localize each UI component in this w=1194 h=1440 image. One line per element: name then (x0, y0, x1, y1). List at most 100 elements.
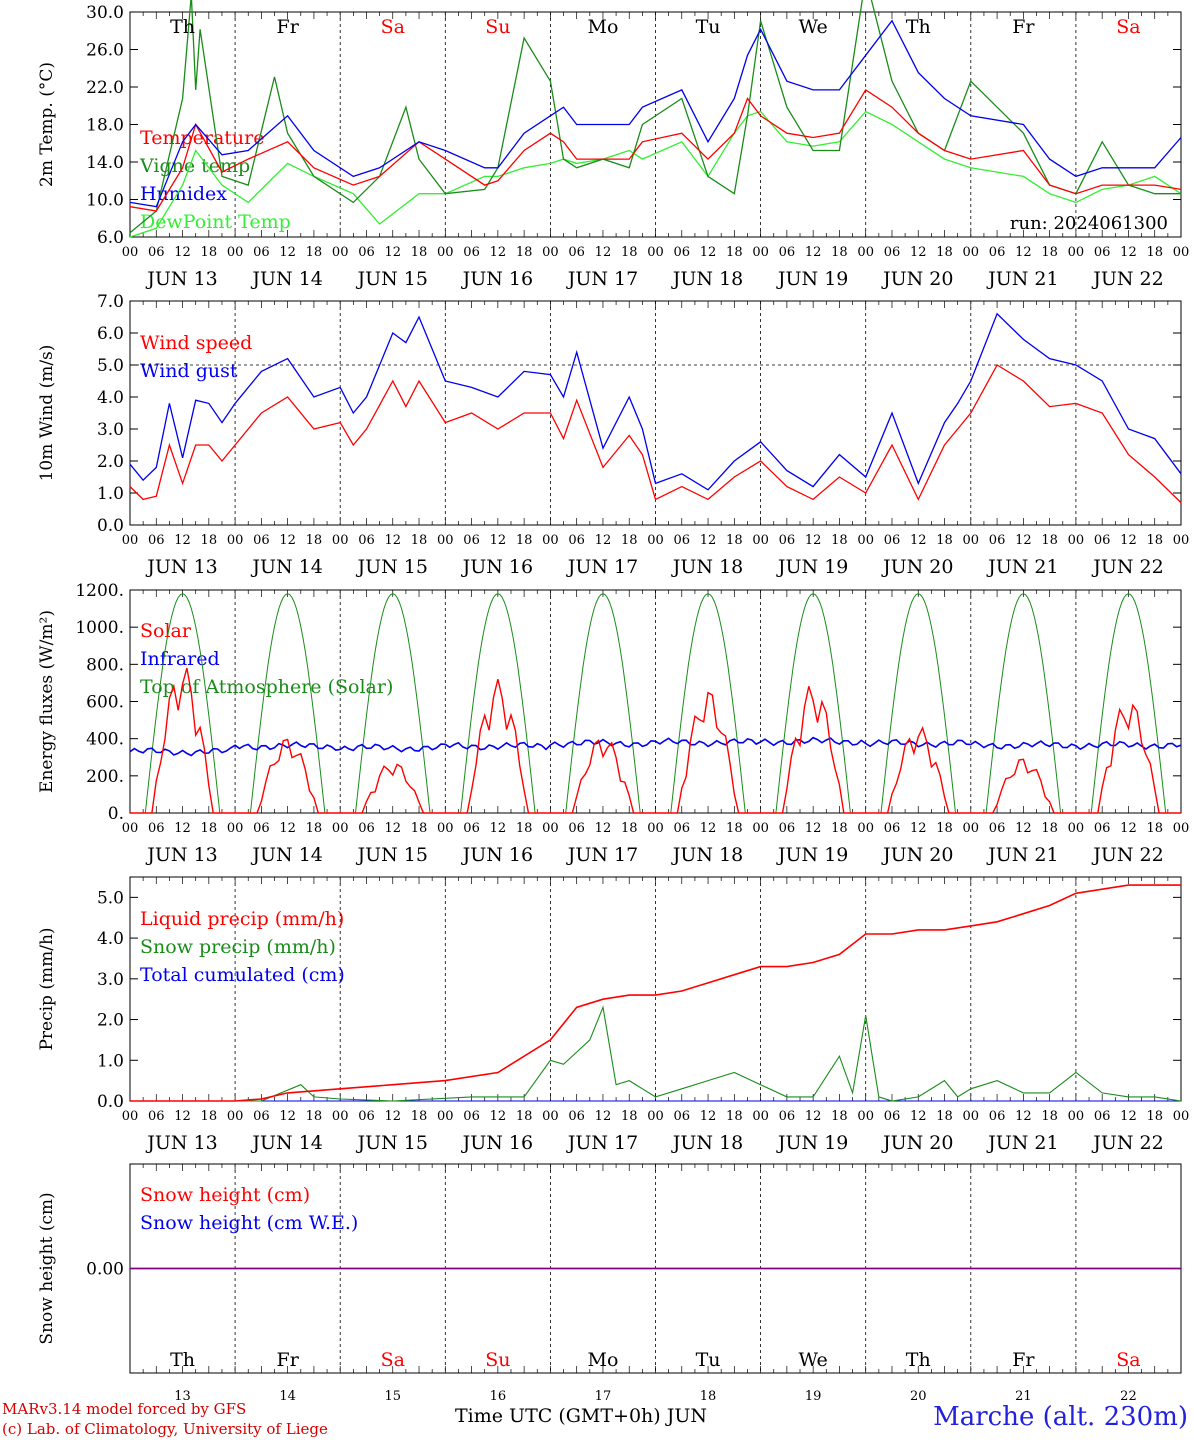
hour-label: 00 (857, 245, 874, 260)
hour-label: 00 (857, 1109, 874, 1124)
hour-label: 06 (989, 245, 1006, 260)
day-number: 16 (490, 1389, 507, 1404)
date-label: JUN 15 (356, 556, 428, 578)
y-axis-label: Precip (mm/h) (37, 927, 57, 1050)
hour-label: 00 (1068, 821, 1085, 836)
day-name: Tu (696, 16, 721, 38)
day-number: 18 (700, 1389, 717, 1404)
hour-label: 18 (936, 245, 953, 260)
hour-label: 06 (779, 245, 796, 260)
hour-label: 18 (1146, 1109, 1163, 1124)
series-line (129, 110, 1182, 238)
hour-label: 12 (700, 1109, 717, 1124)
hour-label: 18 (831, 1109, 848, 1124)
hour-label: 06 (148, 533, 165, 548)
day-name: Fr (277, 1349, 300, 1371)
hour-label: 18 (726, 245, 743, 260)
hour-label: 12 (1120, 245, 1137, 260)
hour-label: 12 (490, 245, 507, 260)
hour-label: 12 (805, 533, 822, 548)
hour-label: 00 (122, 245, 139, 260)
hour-label: 00 (963, 821, 980, 836)
y-tick-label: 4.0 (97, 388, 124, 408)
hour-label: 00 (122, 821, 139, 836)
legend-entry: Humidex (140, 183, 227, 205)
hour-label: 06 (674, 533, 691, 548)
hour-label: 12 (490, 533, 507, 548)
legend-entry: Snow height (cm) (140, 1184, 310, 1206)
hour-label: 18 (201, 245, 218, 260)
day-name: Sa (1116, 16, 1140, 38)
day-name: Su (485, 1349, 510, 1371)
hour-label: 18 (621, 1109, 638, 1124)
date-label: JUN 13 (145, 844, 217, 866)
y-tick-label: 1000. (75, 618, 124, 638)
hour-label: 12 (279, 533, 296, 548)
hour-label: 06 (148, 245, 165, 260)
hour-label: 12 (384, 821, 401, 836)
legend-entry: Temperature (140, 127, 264, 149)
hour-label: 18 (306, 533, 323, 548)
y-axis-label: 2m Temp. (°C) (37, 62, 57, 187)
credit-lab: (c) Lab. of Climatology, University of L… (2, 1420, 328, 1438)
hour-label: 18 (411, 1109, 428, 1124)
hour-label: 12 (279, 1109, 296, 1124)
y-tick-label: 6.0 (97, 324, 124, 344)
hour-label: 00 (332, 821, 349, 836)
date-label: JUN 14 (250, 556, 322, 578)
hour-label: 12 (1120, 533, 1137, 548)
hour-label: 12 (174, 821, 191, 836)
hour-label: 00 (437, 533, 454, 548)
hour-label: 06 (1094, 821, 1111, 836)
hour-label: 12 (1015, 245, 1032, 260)
y-tick-label: 800. (86, 655, 124, 675)
y-tick-label: 2.0 (97, 1011, 124, 1031)
series-line (129, 736, 1182, 757)
hour-label: 06 (463, 1109, 480, 1124)
date-label: JUN 20 (881, 556, 953, 578)
hour-label: 06 (884, 533, 901, 548)
day-name: Th (170, 16, 195, 38)
hour-label: 12 (1015, 1109, 1032, 1124)
y-tick-label: 6.0 (97, 228, 124, 248)
date-label: JUN 15 (356, 844, 428, 866)
date-label: JUN 13 (145, 268, 217, 290)
date-label: JUN 16 (461, 1132, 533, 1154)
hour-label: 12 (1015, 821, 1032, 836)
y-tick-label: 600. (86, 693, 124, 713)
hour-label: 12 (910, 821, 927, 836)
hour-label: 06 (779, 533, 796, 548)
day-number: 22 (1120, 1389, 1137, 1404)
hour-label: 06 (253, 533, 270, 548)
hour-label: 18 (516, 821, 533, 836)
hour-label: 12 (805, 245, 822, 260)
hour-label: 06 (884, 821, 901, 836)
hour-label: 06 (463, 821, 480, 836)
y-tick-label: 14.0 (86, 153, 124, 173)
series-line (129, 312, 1182, 491)
hour-label: 18 (1146, 533, 1163, 548)
date-label: JUN 13 (145, 556, 217, 578)
date-label: JUN 14 (250, 268, 322, 290)
y-tick-label: 1200. (75, 581, 124, 601)
hour-label: 12 (910, 1109, 927, 1124)
hour-label: 18 (306, 821, 323, 836)
station-label: Marche (alt. 230m) (933, 1402, 1188, 1432)
hour-label: 00 (122, 1109, 139, 1124)
hour-label: 12 (384, 245, 401, 260)
date-label: JUN 21 (986, 268, 1058, 290)
date-label: JUN 19 (776, 268, 848, 290)
y-tick-label: 200. (86, 767, 124, 787)
hour-label: 18 (621, 821, 638, 836)
hour-label: 06 (1094, 1109, 1111, 1124)
y-tick-label: 30.0 (86, 3, 124, 23)
legend-entry: DewPoint Temp (140, 211, 291, 233)
legend-entry: Infrared (140, 648, 220, 670)
hour-label: 12 (1120, 821, 1137, 836)
hour-label: 00 (752, 1109, 769, 1124)
hour-label: 18 (831, 821, 848, 836)
hour-label: 00 (647, 821, 664, 836)
y-tick-label: 4.0 (97, 929, 124, 949)
date-label: JUN 18 (671, 844, 743, 866)
